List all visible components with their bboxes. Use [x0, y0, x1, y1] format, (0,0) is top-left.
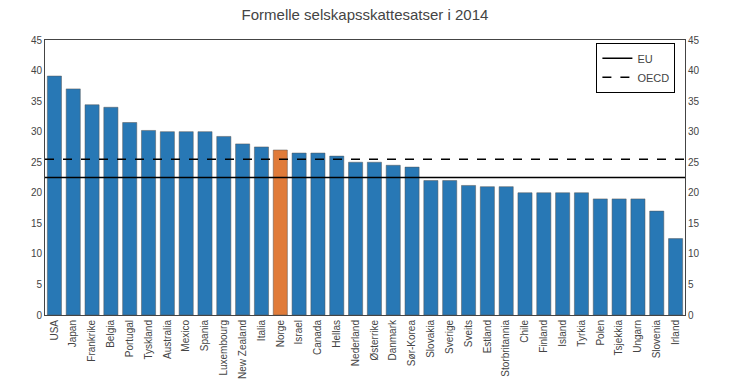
svg-text:Estland: Estland [482, 320, 493, 353]
svg-text:Sveits: Sveits [463, 320, 474, 347]
svg-text:Canada: Canada [312, 320, 323, 355]
svg-text:30: 30 [688, 126, 700, 137]
svg-text:20: 20 [31, 187, 43, 198]
svg-text:Slovenia: Slovenia [651, 320, 662, 359]
svg-text:Formelle selskapsskattesatser: Formelle selskapsskattesatser i 2014 [242, 6, 489, 23]
svg-text:Spania: Spania [199, 320, 210, 352]
svg-text:Polen: Polen [595, 320, 606, 346]
svg-text:EU: EU [637, 53, 652, 65]
svg-text:Tsjekkia: Tsjekkia [613, 320, 624, 356]
svg-text:Mexico: Mexico [180, 320, 191, 352]
svg-text:Hellas: Hellas [331, 320, 342, 348]
svg-text:Østerrike: Østerrike [369, 320, 380, 361]
svg-text:40: 40 [688, 65, 700, 76]
svg-text:Italia: Italia [256, 320, 267, 342]
svg-text:Tyskland: Tyskland [143, 320, 154, 359]
svg-text:Island: Island [557, 320, 568, 347]
svg-text:Frankrike: Frankrike [86, 320, 97, 362]
svg-text:45: 45 [31, 35, 43, 46]
svg-text:Luxembourg: Luxembourg [218, 320, 229, 376]
svg-text:15: 15 [688, 218, 700, 229]
svg-text:Tyrkia: Tyrkia [576, 320, 587, 347]
svg-text:10: 10 [31, 248, 43, 259]
svg-text:45: 45 [688, 35, 700, 46]
svg-text:25: 25 [31, 157, 43, 168]
svg-text:Ungarn: Ungarn [632, 320, 643, 353]
svg-text:15: 15 [31, 218, 43, 229]
svg-text:0: 0 [36, 310, 42, 321]
svg-text:5: 5 [688, 279, 694, 290]
svg-text:Portugal: Portugal [124, 320, 135, 357]
svg-text:USA: USA [49, 320, 60, 341]
svg-text:35: 35 [688, 96, 700, 107]
svg-text:Slovakia: Slovakia [425, 320, 436, 358]
svg-text:10: 10 [688, 248, 700, 259]
svg-text:0: 0 [688, 310, 694, 321]
svg-text:Storbritannia: Storbritannia [500, 320, 511, 377]
svg-text:Belgia: Belgia [105, 320, 116, 348]
svg-text:30: 30 [31, 126, 43, 137]
svg-text:20: 20 [688, 187, 700, 198]
svg-text:Sverige: Sverige [444, 320, 455, 354]
svg-text:5: 5 [36, 279, 42, 290]
svg-text:Nederland: Nederland [350, 320, 361, 366]
svg-text:Chile: Chile [519, 320, 530, 343]
svg-text:25: 25 [688, 157, 700, 168]
svg-text:Japan: Japan [67, 320, 78, 347]
svg-text:40: 40 [31, 65, 43, 76]
svg-text:Australia: Australia [162, 320, 173, 359]
svg-text:Norge: Norge [275, 320, 286, 348]
svg-text:Sør-Korea: Sør-Korea [406, 320, 417, 367]
svg-text:New Zealand: New Zealand [237, 320, 248, 379]
svg-text:Finland: Finland [538, 320, 549, 353]
svg-text:35: 35 [31, 96, 43, 107]
svg-text:Irland: Irland [670, 320, 681, 345]
svg-text:Danmark: Danmark [387, 319, 398, 361]
svg-text:OECD: OECD [637, 72, 669, 84]
svg-text:Israel: Israel [293, 320, 304, 344]
